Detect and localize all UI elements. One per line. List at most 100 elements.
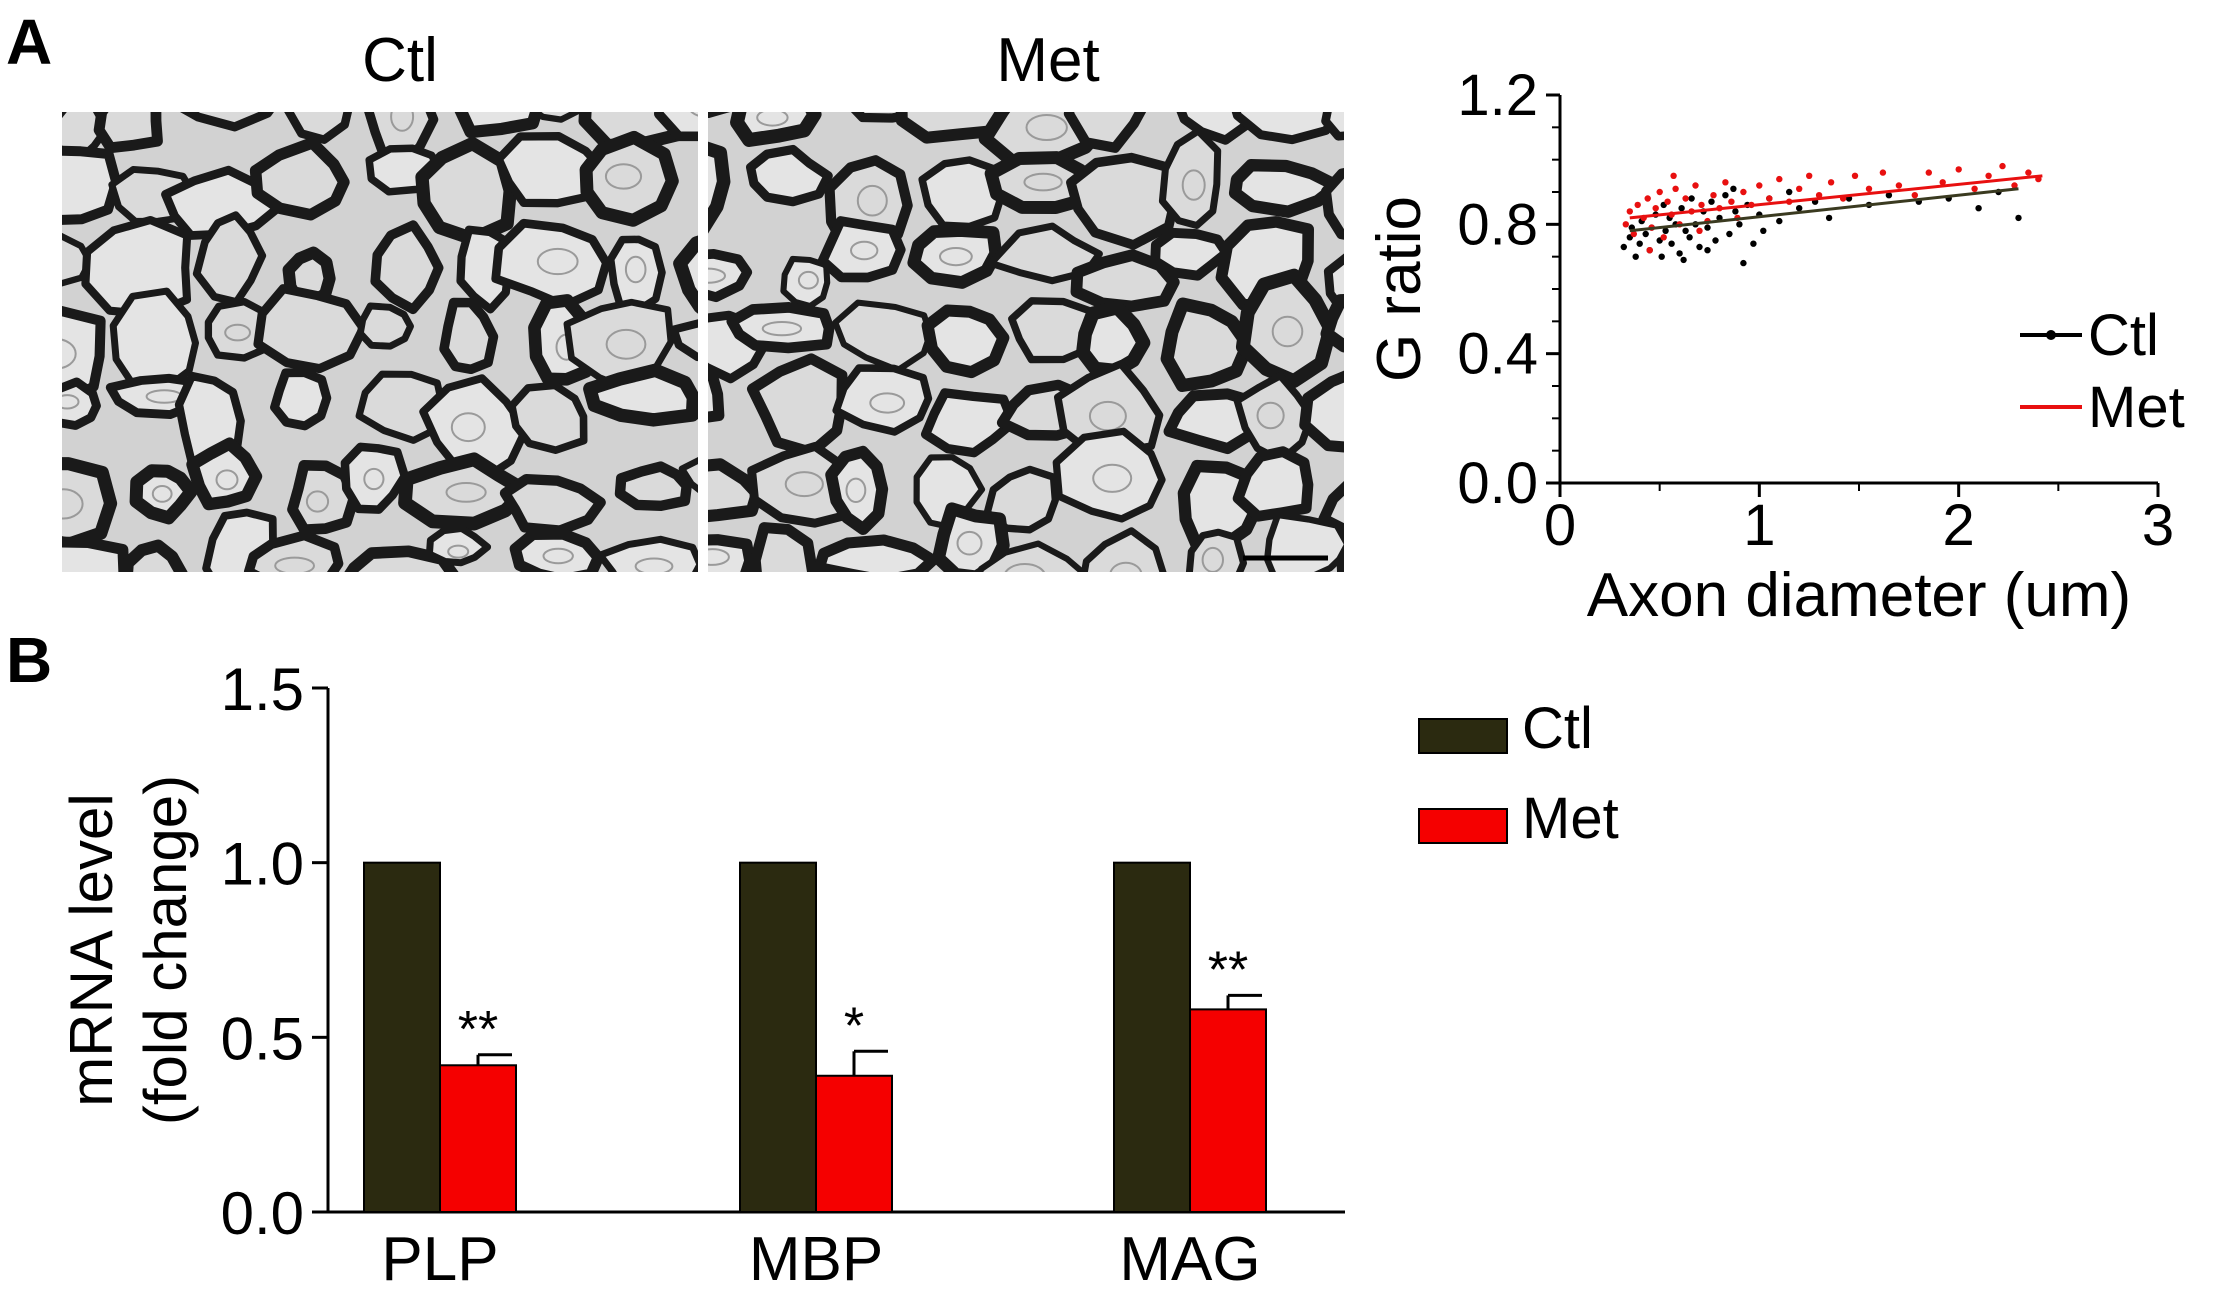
legend-swatch-ctl [1418, 718, 1508, 754]
scatter-point-met [1672, 185, 1679, 192]
category-label-mbp: MBP [749, 1225, 883, 1294]
category-label-mag: MAG [1119, 1225, 1260, 1294]
micrograph-ctl-myelin-sheath [204, 297, 273, 362]
micrograph-ctl-organelle [604, 163, 643, 190]
micrograph-ctl-myelin-sheath [249, 137, 350, 221]
bar-ctl-plp [363, 861, 441, 1214]
micrograph-met-myelin-sheath [1158, 127, 1222, 229]
scatter-point-met [1652, 205, 1659, 212]
micrograph-ctl-myelin-sheath [109, 287, 199, 392]
micrograph-met-myelin-sheath [1232, 446, 1314, 522]
micrograph-met-myelin-sheath [1160, 297, 1255, 392]
significance-mbp: * [844, 997, 864, 1055]
micrograph-ctl-organelle [605, 328, 647, 360]
bar-y-tick-label: 0.0 [221, 1180, 304, 1247]
scatter-point-ctl [1668, 240, 1675, 247]
scatter-point-met [2025, 169, 2032, 176]
micrograph-ctl-organelle [274, 556, 315, 572]
micrograph-met-organelle [939, 247, 973, 267]
scatter-point-met [1660, 234, 1667, 241]
micrograph-met-organelle [1181, 169, 1206, 201]
micrograph-met-myelin-sheath [1318, 480, 1344, 536]
micrograph-met-organelle [845, 477, 867, 503]
micrograph-ctl-myelin-sheath [270, 368, 332, 431]
micrograph-met-organelle [708, 267, 726, 284]
micrograph-met-organelle [850, 240, 879, 261]
micrograph-met-myelin-sheath [1299, 370, 1344, 453]
scatter-point-met [1766, 195, 1773, 202]
micrograph-met-myelin-sheath [746, 144, 833, 207]
micrograph-ctl-myelin-sheath [583, 363, 698, 427]
scatter-point-met [1692, 182, 1699, 189]
scatter-point-ctl [1975, 205, 1982, 212]
micrograph-met-myelin-sheath [813, 534, 939, 572]
x-axis-label: Axon diameter (um) [1587, 561, 2131, 630]
micrograph-met-myelin-sheath [780, 255, 831, 310]
micrograph-ctl-organelle [447, 544, 470, 559]
micrograph-met-myelin-sheath [907, 224, 1003, 289]
scatter-point-met [1971, 185, 1978, 192]
micrograph-met-myelin-sheath [1321, 167, 1344, 240]
scatter-point-met [1776, 175, 1783, 183]
x-tick-label: 3 [2142, 493, 2174, 558]
scatter-point-met [1682, 195, 1689, 202]
micrograph-met-organelle [797, 270, 819, 290]
scatter-point-met [1796, 185, 1803, 192]
micrograph-ctl-organelle [62, 338, 77, 369]
micrograph-met-myelin-sheath [1080, 527, 1167, 572]
x-tick-label: 1 [1743, 493, 1775, 558]
scatter-point-met [1815, 192, 1823, 199]
bar-y-axis-label-line2: (fold change) [132, 775, 199, 1125]
micrograph-ctl-myelin-sheath [340, 442, 410, 514]
micrograph-met-myelin-sheath [1321, 112, 1344, 141]
micrograph-ctl-myelin-sheath [62, 377, 101, 430]
micrograph-met-myelin-sheath [708, 112, 731, 119]
scatter-point-ctl [1786, 188, 1793, 196]
micrograph-ctl-organelle [536, 247, 579, 276]
micrograph-ctl-organelle [224, 323, 252, 342]
scatter-point-ctl [1642, 230, 1649, 238]
significance-mag: ** [1208, 941, 1248, 999]
bar-legend: Ctl Met [1418, 700, 1778, 880]
bar-y-tick-label: 0.5 [221, 1005, 304, 1072]
micrograph-ctl-myelin-sheath [669, 319, 698, 362]
micrograph-ctl-myelin-sheath [129, 464, 198, 525]
micrograph-ctl-myelin-sheath [494, 132, 610, 208]
micrograph-met-myelin-sheath [825, 445, 889, 535]
micrograph-ctl-organelle [390, 112, 415, 132]
micrograph-met-myelin-sheath [749, 522, 819, 572]
micrograph-ctl-myelin-sheath [499, 473, 606, 536]
micrograph-ctl-myelin-sheath [596, 535, 698, 572]
micrograph-met-myelin-sheath [1228, 159, 1344, 218]
micrograph-ctl-organelle [62, 394, 80, 410]
micrograph-ctl-myelin-sheath [370, 220, 444, 315]
micrograph-ctl-organelle [624, 255, 647, 284]
scatter-point-ctl [1736, 221, 1743, 228]
micrograph-met-organelle [1023, 172, 1063, 192]
micrograph-ctl-myelin-sheath [654, 112, 698, 142]
micrograph-met-myelin-sheath [920, 388, 1018, 458]
micrograph-met-myelin-sheath [1231, 112, 1344, 145]
micrograph-met-myelin-sheath [977, 540, 1088, 572]
micrograph-ctl-organelle [62, 488, 84, 520]
micrograph-ctl-myelin-sheath [606, 235, 666, 314]
scatter-point-ctl [1682, 227, 1689, 234]
scatter-point-met [1634, 201, 1641, 209]
micrograph-ctl-organelle [445, 482, 487, 503]
micrograph-ctl-myelin-sheath [192, 211, 267, 306]
bar-y-tick-label: 1.0 [221, 831, 304, 898]
micrograph-met-myelin-sheath [746, 353, 848, 458]
micrograph-ctl-myelin-sheath [287, 459, 360, 536]
scatter-point-ctl [1712, 237, 1719, 244]
micrograph-ctl-myelin-sheath [284, 112, 353, 144]
x-tick-label: 0 [1544, 493, 1576, 558]
scatter-point-met [1710, 192, 1717, 199]
scatter-point-ctl [1680, 256, 1687, 264]
micrograph-ctl-myelin-sheath [180, 112, 274, 132]
micrograph-ctl-myelin-sheath [579, 130, 679, 227]
scatter-point-met [1911, 192, 1918, 199]
micrograph-met-myelin-sheath [708, 249, 753, 303]
scatter-point-ctl [1676, 250, 1683, 257]
y-tick-label: 0.8 [1457, 192, 1538, 257]
scatter-point-ctl [1658, 253, 1665, 260]
